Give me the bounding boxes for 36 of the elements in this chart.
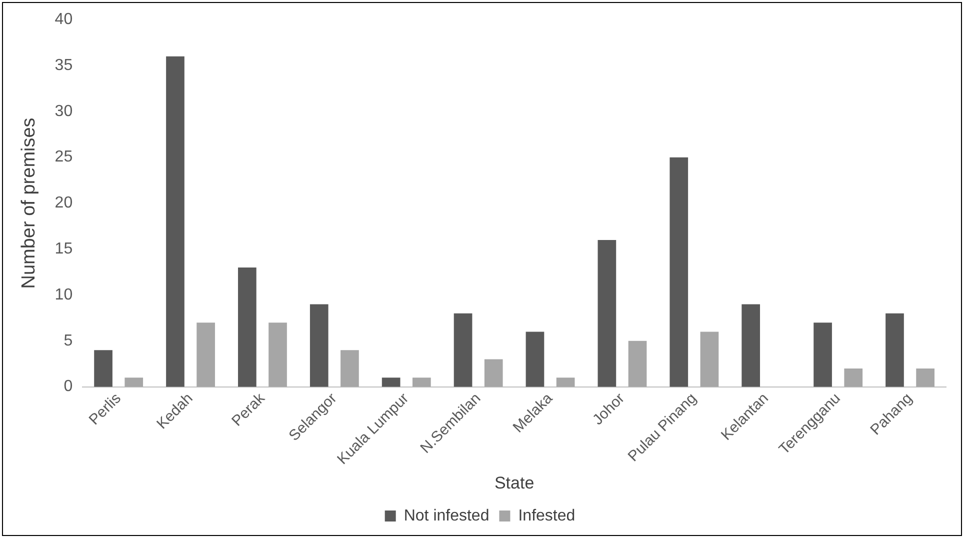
y-tick-label: 0 (64, 378, 73, 396)
y-tick-label: 30 (54, 102, 73, 120)
bar (916, 368, 934, 387)
y-tick-label: 35 (54, 56, 73, 74)
bar (166, 56, 184, 387)
bar (700, 332, 719, 387)
bar (310, 304, 328, 387)
bar (526, 332, 544, 387)
bar (628, 340, 647, 387)
y-tick-label: 25 (54, 148, 73, 166)
bar (454, 313, 472, 387)
bar (268, 322, 287, 387)
y-tick-label: 10 (54, 286, 73, 304)
bar (382, 378, 400, 387)
bar (844, 368, 863, 387)
y-tick-label: 40 (54, 11, 73, 28)
bar (340, 350, 359, 387)
bar (94, 350, 112, 387)
bar (742, 304, 760, 387)
legend-label: Not infested (404, 507, 490, 524)
bar (238, 267, 256, 387)
bar (598, 240, 616, 387)
bar (196, 322, 215, 387)
legend-label: Infested (518, 507, 576, 524)
x-axis-title: State (494, 473, 534, 492)
bar (670, 157, 688, 387)
y-tick-label: 15 (54, 240, 73, 258)
bar (124, 378, 144, 387)
y-axis-title: Number of premises (18, 118, 40, 289)
y-tick-label: 20 (54, 194, 73, 212)
bar (886, 313, 904, 387)
y-tick-label: 5 (64, 332, 73, 350)
bar (412, 378, 431, 387)
bar (556, 378, 575, 387)
bar (814, 322, 832, 387)
bar (484, 359, 503, 387)
